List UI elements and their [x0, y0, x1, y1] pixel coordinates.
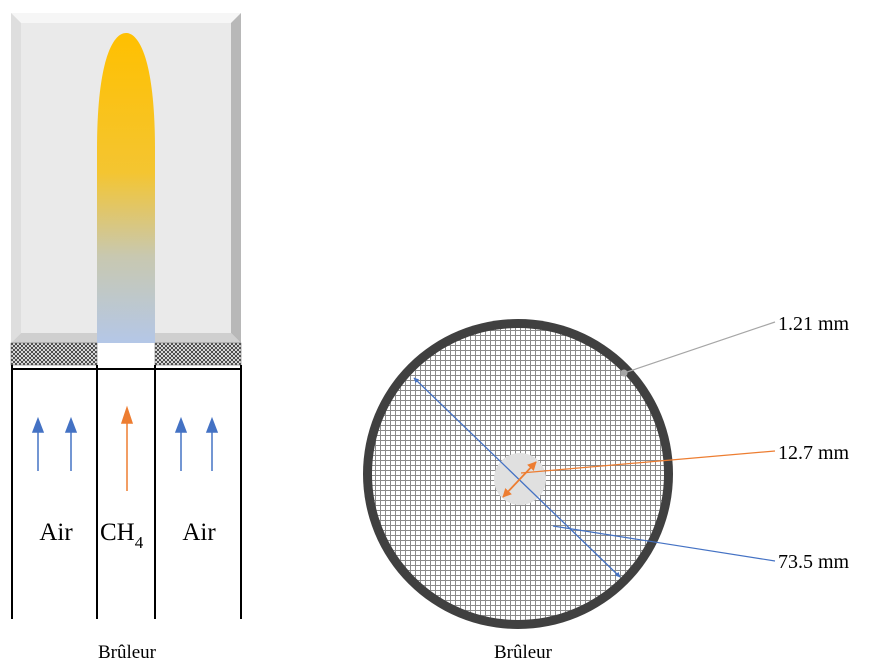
fuel-tube-diameter-label: 12.7 mm — [778, 442, 850, 464]
wall-leader-line — [624, 322, 775, 373]
air-label-left: Air — [39, 519, 73, 546]
burner-side-view: Air CH4 Air Brûleur — [11, 13, 241, 663]
outer-diameter-label: 73.5 mm — [778, 551, 850, 573]
left-caption: Brûleur — [98, 642, 157, 663]
burner-tubes — [11, 365, 241, 619]
fuel-label: CH4 — [100, 519, 144, 552]
screen-left — [11, 343, 97, 365]
air-label-right: Air — [182, 519, 216, 546]
flame — [97, 33, 155, 343]
air-arrows-right — [176, 419, 217, 471]
air-arrows-left — [33, 419, 76, 471]
fuel-arrow — [122, 408, 132, 491]
wall-thickness-label: 1.21 mm — [778, 313, 850, 335]
screen-right — [155, 343, 241, 365]
burner-top-view: 1.21 mm 12.7 mm 73.5 mm Brûleur — [363, 313, 850, 663]
right-caption: Brûleur — [494, 642, 553, 663]
